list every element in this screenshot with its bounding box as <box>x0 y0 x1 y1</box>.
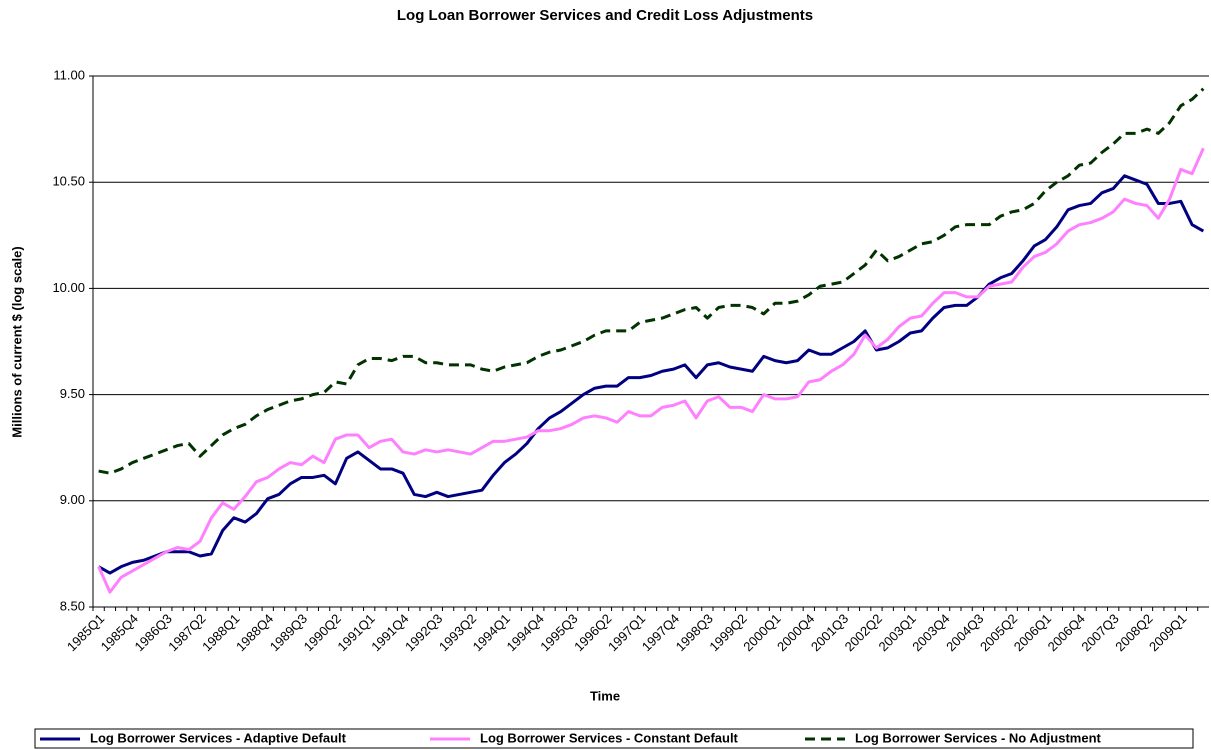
y-tick-label: 8.50 <box>60 598 85 613</box>
x-tick-label: 2009Q1 <box>1146 611 1189 654</box>
series-line <box>98 87 1205 475</box>
legend-label: Log Borrower Services - Adaptive Default <box>90 730 347 745</box>
y-tick-label: 11.00 <box>53 67 85 82</box>
chart-title: Log Loan Borrower Services and Credit Lo… <box>397 7 813 24</box>
y-axis-title: Millions of current $ (log scale) <box>9 246 24 437</box>
y-tick-label: 10.00 <box>52 280 85 295</box>
legend-label: Log Borrower Services - No Adjustment <box>855 730 1102 745</box>
x-axis-title: Time <box>590 688 620 703</box>
series-line <box>97 174 1205 575</box>
y-tick-label: 10.50 <box>52 174 85 189</box>
series-line <box>97 147 1205 594</box>
legend-box <box>34 728 1194 749</box>
y-tick-label: 9.00 <box>60 492 85 507</box>
legend-label: Log Borrower Services - Constant Default <box>480 730 739 745</box>
y-tick-label: 9.50 <box>60 386 85 401</box>
